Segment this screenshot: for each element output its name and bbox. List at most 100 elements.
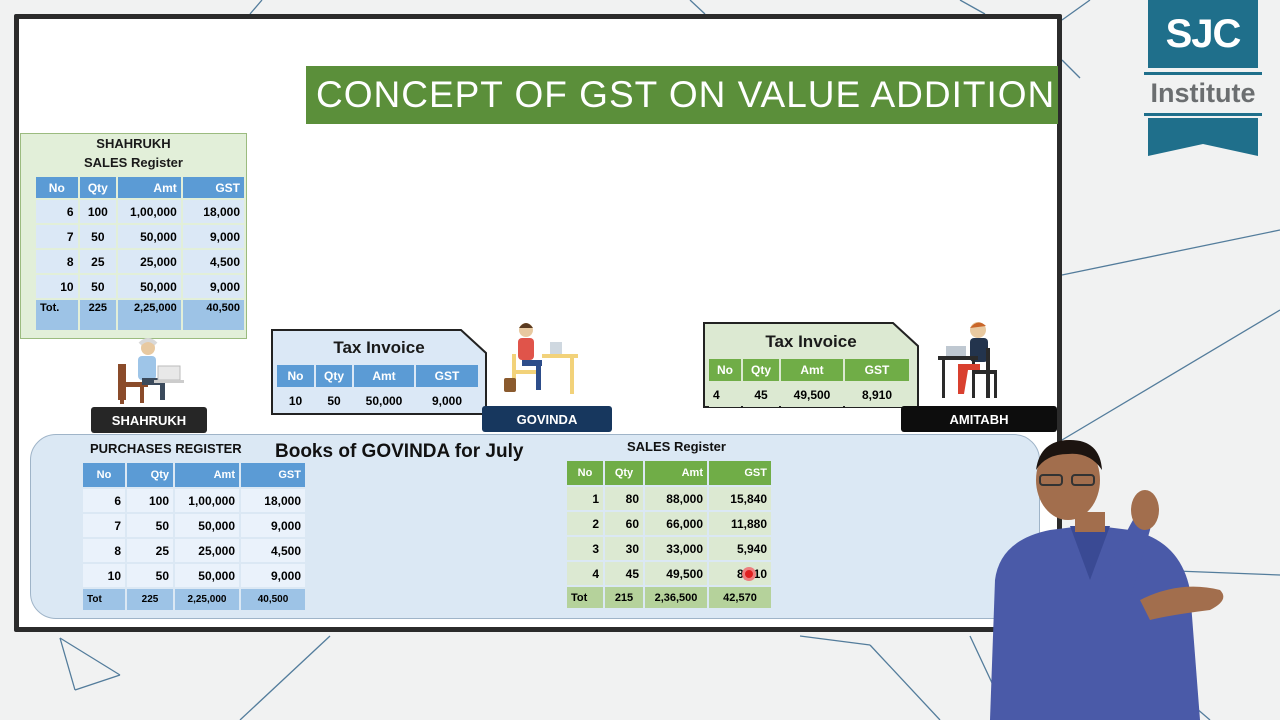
tax-invoice-right: Tax Invoice No Qty Amt GST 4 45 49,500 8… — [703, 322, 919, 408]
cell-no: 10 — [83, 564, 125, 587]
col-header-amt: Amt — [175, 463, 239, 487]
table-header-row: No Qty Amt GST — [277, 365, 478, 387]
col-header-gst: GST — [182, 177, 244, 198]
cell-gst: 15,840 — [709, 487, 771, 510]
laser-pointer-icon — [742, 567, 756, 581]
cell-amt: 49,500 — [781, 383, 843, 407]
col-header-qty: Qty — [605, 461, 643, 485]
cell-gst: 9,000 — [241, 564, 305, 587]
invoice-right-table: No Qty Amt GST 4 45 49,500 8,910 — [707, 357, 911, 409]
cell-no: 7 — [36, 225, 78, 248]
cell-gst: 9,000 — [416, 389, 478, 413]
cell-qty: 50 — [79, 275, 117, 298]
cell-amt: 66,000 — [645, 512, 707, 535]
table-header-row: No Qty Amt GST — [36, 177, 244, 198]
cell-amt: 33,000 — [645, 537, 707, 560]
cell-no: 10 — [36, 275, 78, 298]
cell-amt: 50,000 — [175, 514, 239, 537]
invoice-right-title: Tax Invoice — [765, 332, 857, 351]
table-row: 8 25 25,000 4,500 — [83, 539, 305, 562]
cell-qty: 50 — [79, 225, 117, 248]
col-header-no: No — [83, 463, 125, 487]
cell-amt: 49,500 — [645, 562, 707, 585]
table-total-row: Tot 215 2,36,500 42,570 — [567, 587, 771, 608]
cell-amt: 50,000 — [118, 225, 181, 248]
invoice-left-title: Tax Invoice — [333, 338, 425, 357]
logo-brand: SJC — [1148, 0, 1258, 68]
cell-gst: 4,500 — [182, 250, 244, 273]
cell-qty: 25 — [79, 250, 117, 273]
cell-total-amt: 2,25,000 — [118, 300, 181, 330]
col-header-qty: Qty — [743, 359, 779, 381]
col-header-amt: Amt — [118, 177, 181, 198]
cell-gst: 18,000 — [182, 200, 244, 223]
cell-no: 2 — [567, 512, 603, 535]
cell-gst: 8,910 — [709, 562, 771, 585]
sjc-institute-logo: SJC Institute — [1144, 0, 1262, 160]
cell-total-gst: 40,500 — [241, 589, 305, 610]
cell-qty: 25 — [127, 539, 173, 562]
col-header-amt: Amt — [354, 365, 414, 387]
cell-qty: 80 — [605, 487, 643, 510]
purchases-register-table: No Qty Amt GST 6 100 1,00,000 18,000 7 5… — [81, 461, 307, 612]
cell-total-qty: 225 — [79, 300, 117, 330]
col-header-no: No — [36, 177, 78, 198]
cell-qty: 45 — [605, 562, 643, 585]
cell-total-amt: 2,36,500 — [645, 587, 707, 608]
cell-gst: 8,910 — [845, 383, 909, 407]
table-row: 4 45 49,500 8,910 — [567, 562, 771, 585]
table-header-row: No Qty Amt GST — [83, 463, 305, 487]
cell-gst: 4,500 — [241, 539, 305, 562]
col-header-gst: GST — [845, 359, 909, 381]
table-header-row: No Qty Amt GST — [567, 461, 771, 485]
cell-amt: 50,000 — [354, 389, 414, 413]
cell-amt: 50,000 — [118, 275, 181, 298]
table-row: 3 30 33,000 5,940 — [567, 537, 771, 560]
table-row: 8 25 25,000 4,500 — [36, 250, 244, 273]
cell-total-amt: 2,25,000 — [175, 589, 239, 610]
cell-gst: 9,000 — [182, 225, 244, 248]
tax-invoice-left: Tax Invoice No Qty Amt GST 10 50 50,000 … — [271, 329, 487, 415]
cell-no: 7 — [83, 514, 125, 537]
shahrukh-register-title: SALES Register — [84, 155, 183, 170]
cell-no: 8 — [83, 539, 125, 562]
invoice-left-table: No Qty Amt GST 10 50 50,000 9,000 — [275, 363, 480, 415]
person-label-shahrukh: SHAHRUKH — [91, 407, 207, 433]
sales-register-title: SALES Register — [627, 439, 726, 454]
table-row: 7 50 50,000 9,000 — [83, 514, 305, 537]
cell-total-label: Tot. — [36, 300, 78, 330]
person-label-amitabh: AMITABH — [901, 406, 1057, 432]
person-label-govinda: GOVINDA — [482, 406, 612, 432]
cell-no: 10 — [277, 389, 314, 413]
cell-qty: 50 — [127, 564, 173, 587]
cell-qty: 45 — [743, 383, 779, 407]
cell-amt: 1,00,000 — [118, 200, 181, 223]
cell-qty: 50 — [316, 389, 352, 413]
cell-total-label: Tot — [567, 587, 603, 608]
shahrukh-register-owner: SHAHRUKH — [96, 136, 171, 151]
col-header-gst: GST — [416, 365, 478, 387]
col-header-gst: GST — [241, 463, 305, 487]
table-row: 6 100 1,00,000 18,000 — [83, 489, 305, 512]
govinda-figure-icon — [504, 323, 578, 394]
table-total-row: Tot. 225 2,25,000 40,500 — [36, 300, 244, 330]
col-header-no: No — [709, 359, 741, 381]
table-total-row: Tot 225 2,25,000 40,500 — [83, 589, 305, 610]
cell-gst: 9,000 — [241, 514, 305, 537]
cell-no: 6 — [83, 489, 125, 512]
presenter-video-overlay — [990, 440, 1224, 720]
col-header-qty: Qty — [316, 365, 352, 387]
cell-gst: 18,000 — [241, 489, 305, 512]
col-header-qty: Qty — [127, 463, 173, 487]
logo-divider-bottom — [1144, 113, 1262, 116]
col-header-amt: Amt — [781, 359, 843, 381]
col-header-no: No — [277, 365, 314, 387]
cell-amt: 25,000 — [175, 539, 239, 562]
cell-no: 6 — [36, 200, 78, 223]
purchases-register-title: PURCHASES REGISTER — [90, 441, 242, 456]
sales-register-table: No Qty Amt GST 1 80 88,000 15,840 2 60 6… — [565, 459, 773, 610]
table-row: 2 60 66,000 11,880 — [567, 512, 771, 535]
cell-amt: 25,000 — [118, 250, 181, 273]
cell-total-qty: 225 — [127, 589, 173, 610]
cell-gst: 11,880 — [709, 512, 771, 535]
